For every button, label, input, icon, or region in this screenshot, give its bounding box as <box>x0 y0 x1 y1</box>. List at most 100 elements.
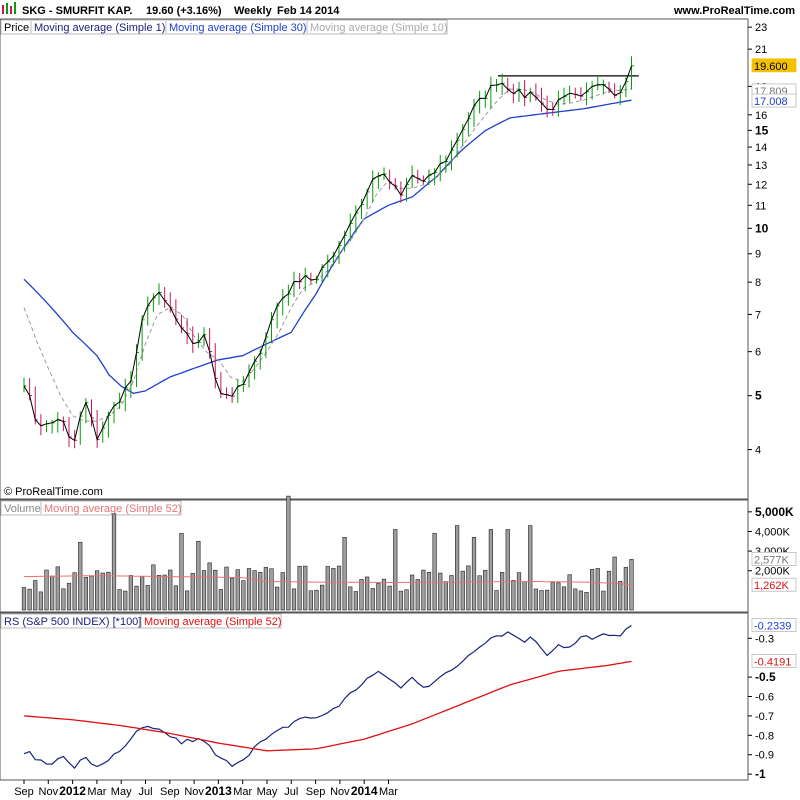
legend-rs[interactable]: RS (S&P 500 INDEX) [*100] <box>4 616 141 628</box>
volume-y-tick-label: 2,000K <box>755 566 791 578</box>
volume-bar <box>190 573 195 611</box>
price-y-tick-label: 4 <box>755 445 761 457</box>
site-url[interactable]: www.ProRealTime.com <box>673 5 795 17</box>
x-tick-label: Jul <box>138 786 152 798</box>
legend-sma30[interactable]: Moving average (Simple 30) <box>169 22 307 34</box>
volume-y-tick-label: 5,000K <box>755 505 794 519</box>
price-legend: Price Moving average (Simple 1) Moving a… <box>0 19 448 35</box>
volume-bar <box>365 576 370 611</box>
volume-bar <box>595 568 600 611</box>
volume-bar <box>584 591 589 611</box>
rs-y-tick-label: -0.7 <box>755 711 774 723</box>
x-tick-label: Mar <box>87 786 106 798</box>
rs-series <box>23 624 632 770</box>
volume-bar <box>66 582 72 611</box>
volume-bar <box>258 572 263 611</box>
volume-bar <box>111 513 117 611</box>
volume-bar <box>606 570 612 611</box>
price-y-tick-label: 21 <box>755 44 767 56</box>
volume-bar <box>601 590 606 611</box>
volume-bar <box>516 572 522 611</box>
volume-bar <box>72 572 77 611</box>
legend-rs-sma[interactable]: Moving average (Simple 52) <box>144 616 282 628</box>
volume-bar <box>556 582 561 611</box>
volume-bar <box>483 569 488 611</box>
volume-bar <box>393 529 398 611</box>
x-tick-label: 2014 <box>351 784 378 798</box>
volume-bar <box>432 533 437 611</box>
price-y-tick-label: 14 <box>755 142 767 154</box>
volume-bar <box>280 572 285 611</box>
volume-bar <box>89 575 94 611</box>
volume-legend: Volume Moving average (Simple 52) <box>0 500 182 516</box>
last-price-change: 19.60 (+3.16%) <box>146 5 222 17</box>
volume-bar <box>303 565 308 611</box>
sma1-line <box>23 65 632 442</box>
price-panel-frame <box>0 18 749 500</box>
volume-bar <box>618 580 623 611</box>
volume-bar <box>623 567 628 611</box>
volume-bar <box>201 570 207 611</box>
rs-value-label-box <box>751 653 797 668</box>
rs-y-tick-label: -0.6 <box>755 692 774 704</box>
legend-volume-sma[interactable]: Moving average (Simple 52) <box>44 503 182 515</box>
rs-y-tick-label: -0.9 <box>755 750 774 762</box>
volume-bar <box>460 570 465 611</box>
volume-bar <box>511 580 516 611</box>
volume-bar <box>55 566 60 611</box>
volume-bar <box>438 572 443 611</box>
volume-bar <box>140 576 145 611</box>
volume-bar <box>421 569 426 611</box>
legend-sma10[interactable]: Moving average (Simple 10) <box>310 22 448 34</box>
volume-bar <box>252 570 257 611</box>
x-tick-label: Nov <box>39 786 59 798</box>
volume-bar <box>567 574 572 611</box>
volume-bar <box>246 568 252 611</box>
legend-sma1[interactable]: Moving average (Simple 1) <box>34 22 165 34</box>
volume-bar <box>308 590 313 611</box>
volume-bar <box>381 578 387 611</box>
volume-bar <box>359 579 364 611</box>
volume-bar <box>331 568 336 611</box>
volume-bar <box>539 590 544 611</box>
volume-bar <box>196 540 201 611</box>
volume-bar <box>443 581 448 611</box>
volume-bar <box>471 537 477 611</box>
price-y-tick-label: 5 <box>755 389 762 403</box>
x-tick-label: Jul <box>284 786 298 798</box>
volume-bar <box>522 581 527 611</box>
legend-price[interactable]: Price <box>4 22 29 34</box>
x-tick-label: Nov <box>184 786 204 798</box>
volume-bar <box>173 585 178 611</box>
price-y-tick-label: 13 <box>755 160 767 172</box>
x-tick-label: Sep <box>14 786 34 798</box>
volume-value-label: 2,577K <box>754 554 790 566</box>
price-value-label: 17.008 <box>754 96 788 108</box>
price-y-tick-label: 9 <box>755 249 761 261</box>
volume-bar <box>449 575 454 611</box>
x-tick-label: 2013 <box>205 784 232 798</box>
volume-bar <box>320 584 325 611</box>
volume-bar <box>488 529 493 611</box>
x-tick-label: 2012 <box>59 784 86 798</box>
price-y-tick-label: 15 <box>755 123 769 137</box>
volume-bar <box>477 575 482 611</box>
volume-sma-line <box>23 575 632 586</box>
volume-bar <box>398 590 403 611</box>
x-tick-label: May <box>257 786 278 798</box>
x-tick-label: Nov <box>330 786 350 798</box>
x-tick-label: Sep <box>306 786 326 798</box>
volume-bar <box>145 585 150 611</box>
volume-bar <box>325 566 330 611</box>
price-y-tick-label: 7 <box>755 309 761 321</box>
volume-bar <box>590 569 595 611</box>
volume-bar <box>410 574 415 611</box>
volume-bar <box>314 589 319 611</box>
price-y-tick-label: 8 <box>755 277 761 289</box>
legend-volume[interactable]: Volume <box>4 503 41 515</box>
volume-bar <box>263 567 268 611</box>
volume-bar <box>297 565 302 611</box>
price-y-tick-label: 23 <box>755 22 767 34</box>
chart-date: Feb 14 2014 <box>277 5 340 17</box>
